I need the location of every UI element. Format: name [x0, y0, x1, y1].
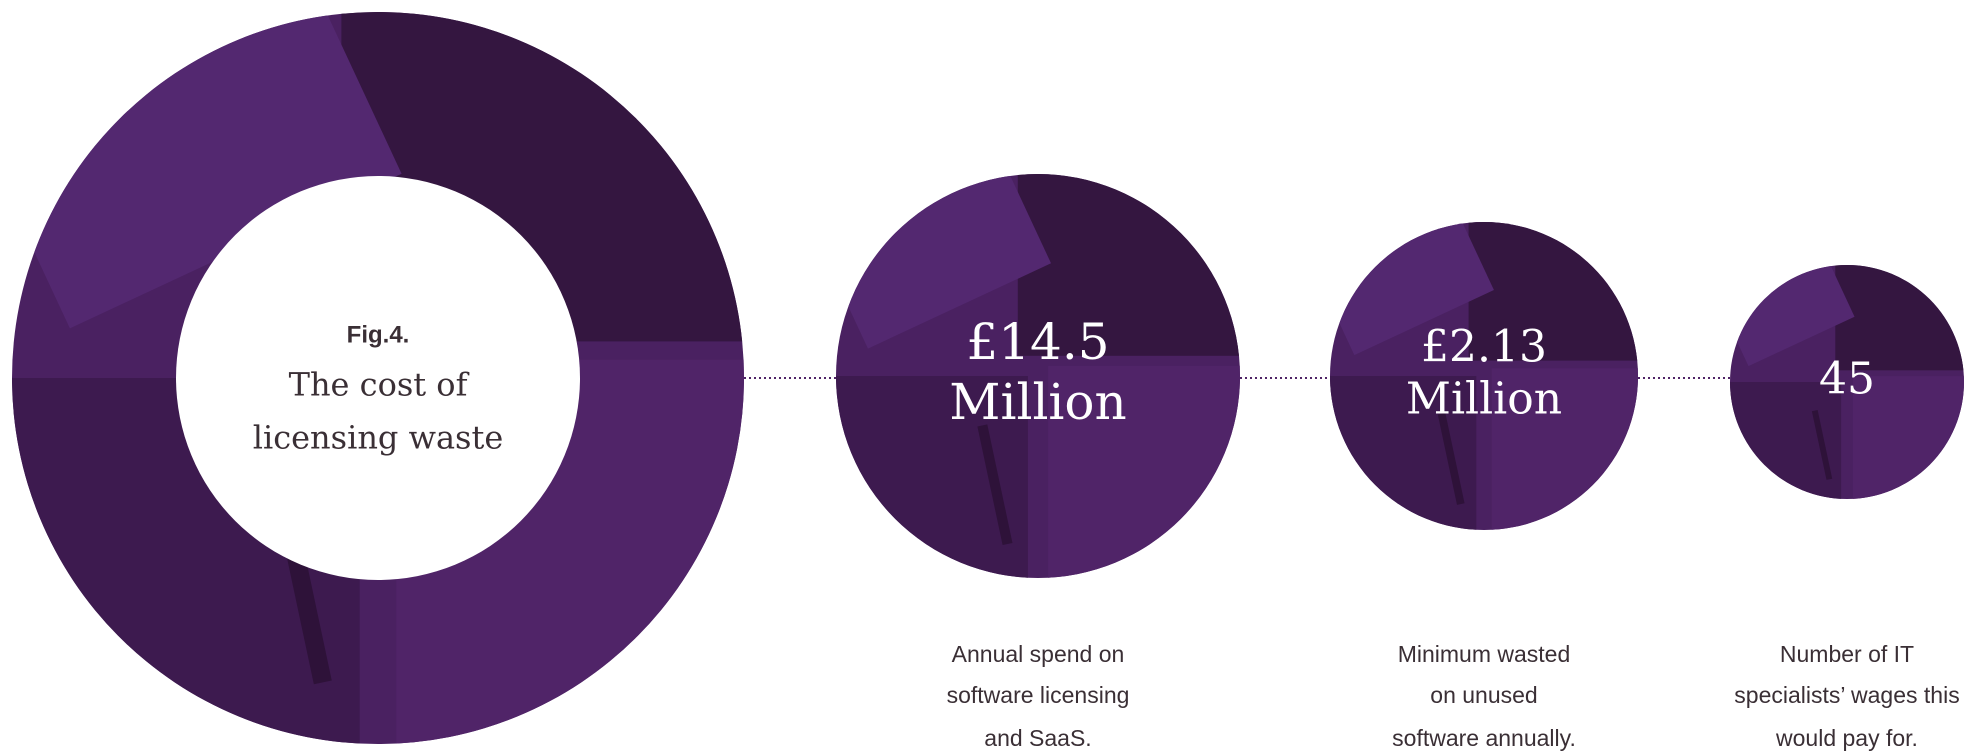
pen — [977, 424, 1013, 546]
stat-caption: software licensing — [947, 682, 1130, 708]
pen — [1811, 410, 1833, 480]
stat-caption: software annually. — [1392, 725, 1576, 751]
stat-value: Million — [1406, 374, 1562, 425]
stat-value: 45 — [1819, 354, 1875, 405]
stat-caption: specialists’ wages this — [1734, 682, 1959, 708]
stat-value: £14.5 — [966, 313, 1109, 371]
figure-title: licensing waste — [253, 419, 504, 457]
stat-value: Million — [949, 373, 1126, 431]
stat-caption: Number of IT — [1780, 641, 1914, 667]
stat-caption: Minimum wasted — [1398, 641, 1571, 667]
stat-caption: Annual spend on — [952, 641, 1125, 667]
photo-disc — [1730, 265, 1964, 499]
pen — [1437, 412, 1465, 505]
figure-title: The cost of — [289, 366, 470, 404]
stat-caption: would pay for. — [1775, 725, 1918, 751]
stat-value: £2.13 — [1421, 322, 1547, 373]
stat-caption: and SaaS. — [984, 725, 1091, 751]
ring-hole — [176, 176, 580, 580]
figure-label: Fig.4. — [347, 321, 410, 348]
stat-caption: on unused — [1430, 682, 1537, 708]
